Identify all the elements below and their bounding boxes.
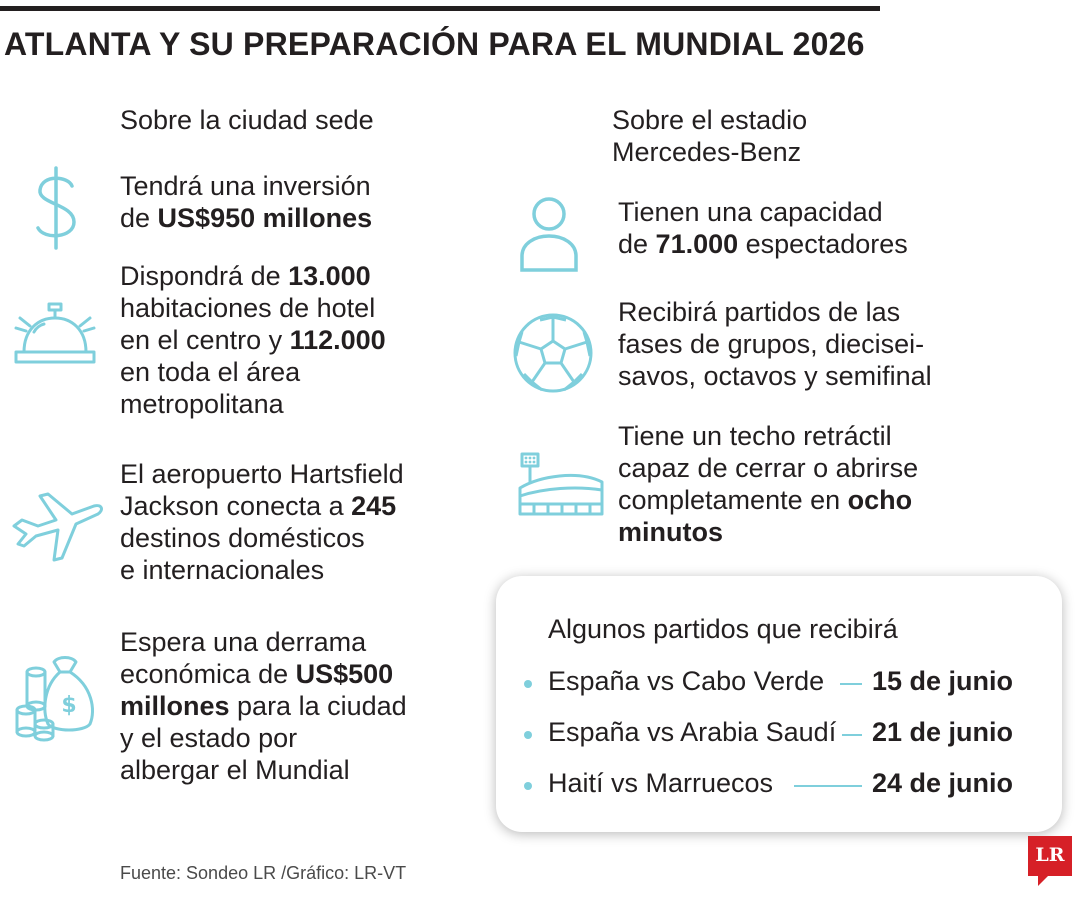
bullet-dot [524, 731, 532, 739]
page-title: ATLANTA Y SU PREPARACIÓN PARA EL MUNDIAL… [4, 26, 865, 62]
body-text: para la ciudad [229, 691, 407, 721]
svg-text:$: $ [61, 693, 76, 718]
body-text: en toda el área [120, 357, 301, 387]
body-text: en el centro y [120, 325, 290, 355]
city-investment-text: Tendrá una inversión de US$950 millones [120, 170, 372, 234]
body-text: Espera una derrama [120, 627, 367, 657]
body-text: Recibirá partidos de las [618, 297, 901, 327]
body-text: habitaciones de hotel [120, 293, 376, 323]
body-text: capaz de cerrar o abrirse [618, 453, 919, 483]
highlight-text: 245 [351, 491, 397, 521]
bullet-dot [524, 680, 532, 688]
highlight-text: 112.000 [289, 325, 386, 355]
body-text: e internacionales [120, 555, 325, 585]
body-text: Dispondrá de [120, 261, 289, 291]
body-text: espectadores [738, 229, 908, 259]
stadium-matches-text: Recibirá partidos de las fases de grupos,… [618, 296, 932, 392]
hotel-rooms-text: Dispondrá de 13.000 habitaciones de hotel… [120, 260, 386, 420]
body-text: Tiene un techo retráctil [618, 421, 892, 451]
match-row: Haití vs Marruecos 24 de junio [496, 768, 1062, 802]
lr-logo-text: LR [1035, 844, 1065, 866]
body-text: metropolitana [120, 389, 284, 419]
matches-card-title: Algunos partidos que recibirá [548, 614, 898, 644]
highlight-text: minutos [618, 517, 723, 547]
bullet-dot [524, 782, 532, 790]
left-column-heading: Sobre la ciudad sede [120, 105, 374, 135]
body-text: económica de [120, 659, 296, 689]
right-column-heading: Sobre el estadio Mercedes-Benz [612, 104, 807, 168]
lr-logo: LR [1028, 836, 1072, 888]
match-row: España vs Arabia Saudí 21 de junio [496, 717, 1062, 751]
highlight-text: 71.000 [655, 229, 739, 259]
body-text: albergar el Mundial [120, 755, 350, 785]
airport-text: El aeropuerto Hartsfield Jackson conecta … [120, 458, 404, 586]
money-bag-icon: $ [14, 652, 100, 744]
match-date: 21 de junio [872, 717, 1014, 747]
highlight-text: US$950 millones [157, 203, 373, 233]
right-heading-line1: Sobre el estadio [612, 105, 808, 135]
stadium-icon [516, 450, 606, 520]
retractable-roof-text: Tiene un techo retráctil capaz de cerrar … [618, 420, 918, 548]
match-date: 24 de junio [872, 768, 1014, 798]
stadium-capacity-text: Tienen una capacidad de 71.000 espectador… [618, 196, 908, 260]
highlight-text: ocho [847, 485, 913, 515]
body-text: fases de grupos, diecisei- [618, 329, 925, 359]
match-teams: Haití vs Marruecos [548, 768, 774, 798]
body-text: savos, octavos y semifinal [618, 361, 932, 391]
dash-line [840, 683, 862, 685]
highlight-text: 13.000 [288, 261, 371, 291]
body-text: completamente en [618, 485, 848, 515]
dash-line [842, 734, 862, 736]
source-credit: Fuente: Sondeo LR /Gráfico: LR-VT [120, 863, 407, 883]
hotel-bell-icon [12, 300, 98, 372]
match-teams: España vs Arabia Saudí [548, 717, 837, 747]
match-row: España vs Cabo Verde 15 de junio [496, 666, 1062, 700]
top-rule [0, 6, 880, 11]
match-teams: España vs Cabo Verde [548, 666, 825, 696]
right-heading-line2: Mercedes-Benz [612, 137, 802, 167]
match-date: 15 de junio [872, 666, 1014, 696]
body-text: Tendrá una inversión [120, 171, 371, 201]
body-text: de [618, 229, 656, 259]
dash-line [794, 785, 862, 787]
body-text: Tienen una capacidad [618, 197, 883, 227]
person-icon [518, 196, 580, 272]
body-text: Jackson conecta a [120, 491, 352, 521]
dollar-icon [32, 166, 80, 250]
airplane-icon [8, 488, 106, 564]
body-text: El aeropuerto Hartsfield [120, 459, 404, 489]
body-text: de [120, 203, 158, 233]
highlight-text: US$500 [295, 659, 394, 689]
matches-card: Algunos partidos que recibirá España vs … [496, 576, 1062, 832]
body-text: destinos domésticos [120, 523, 365, 553]
economic-impact-text: Espera una derrama económica de US$500 mil… [120, 626, 407, 786]
soccer-ball-icon [512, 312, 594, 394]
body-text: y el estado por [120, 723, 298, 753]
highlight-text: millones [120, 691, 230, 721]
